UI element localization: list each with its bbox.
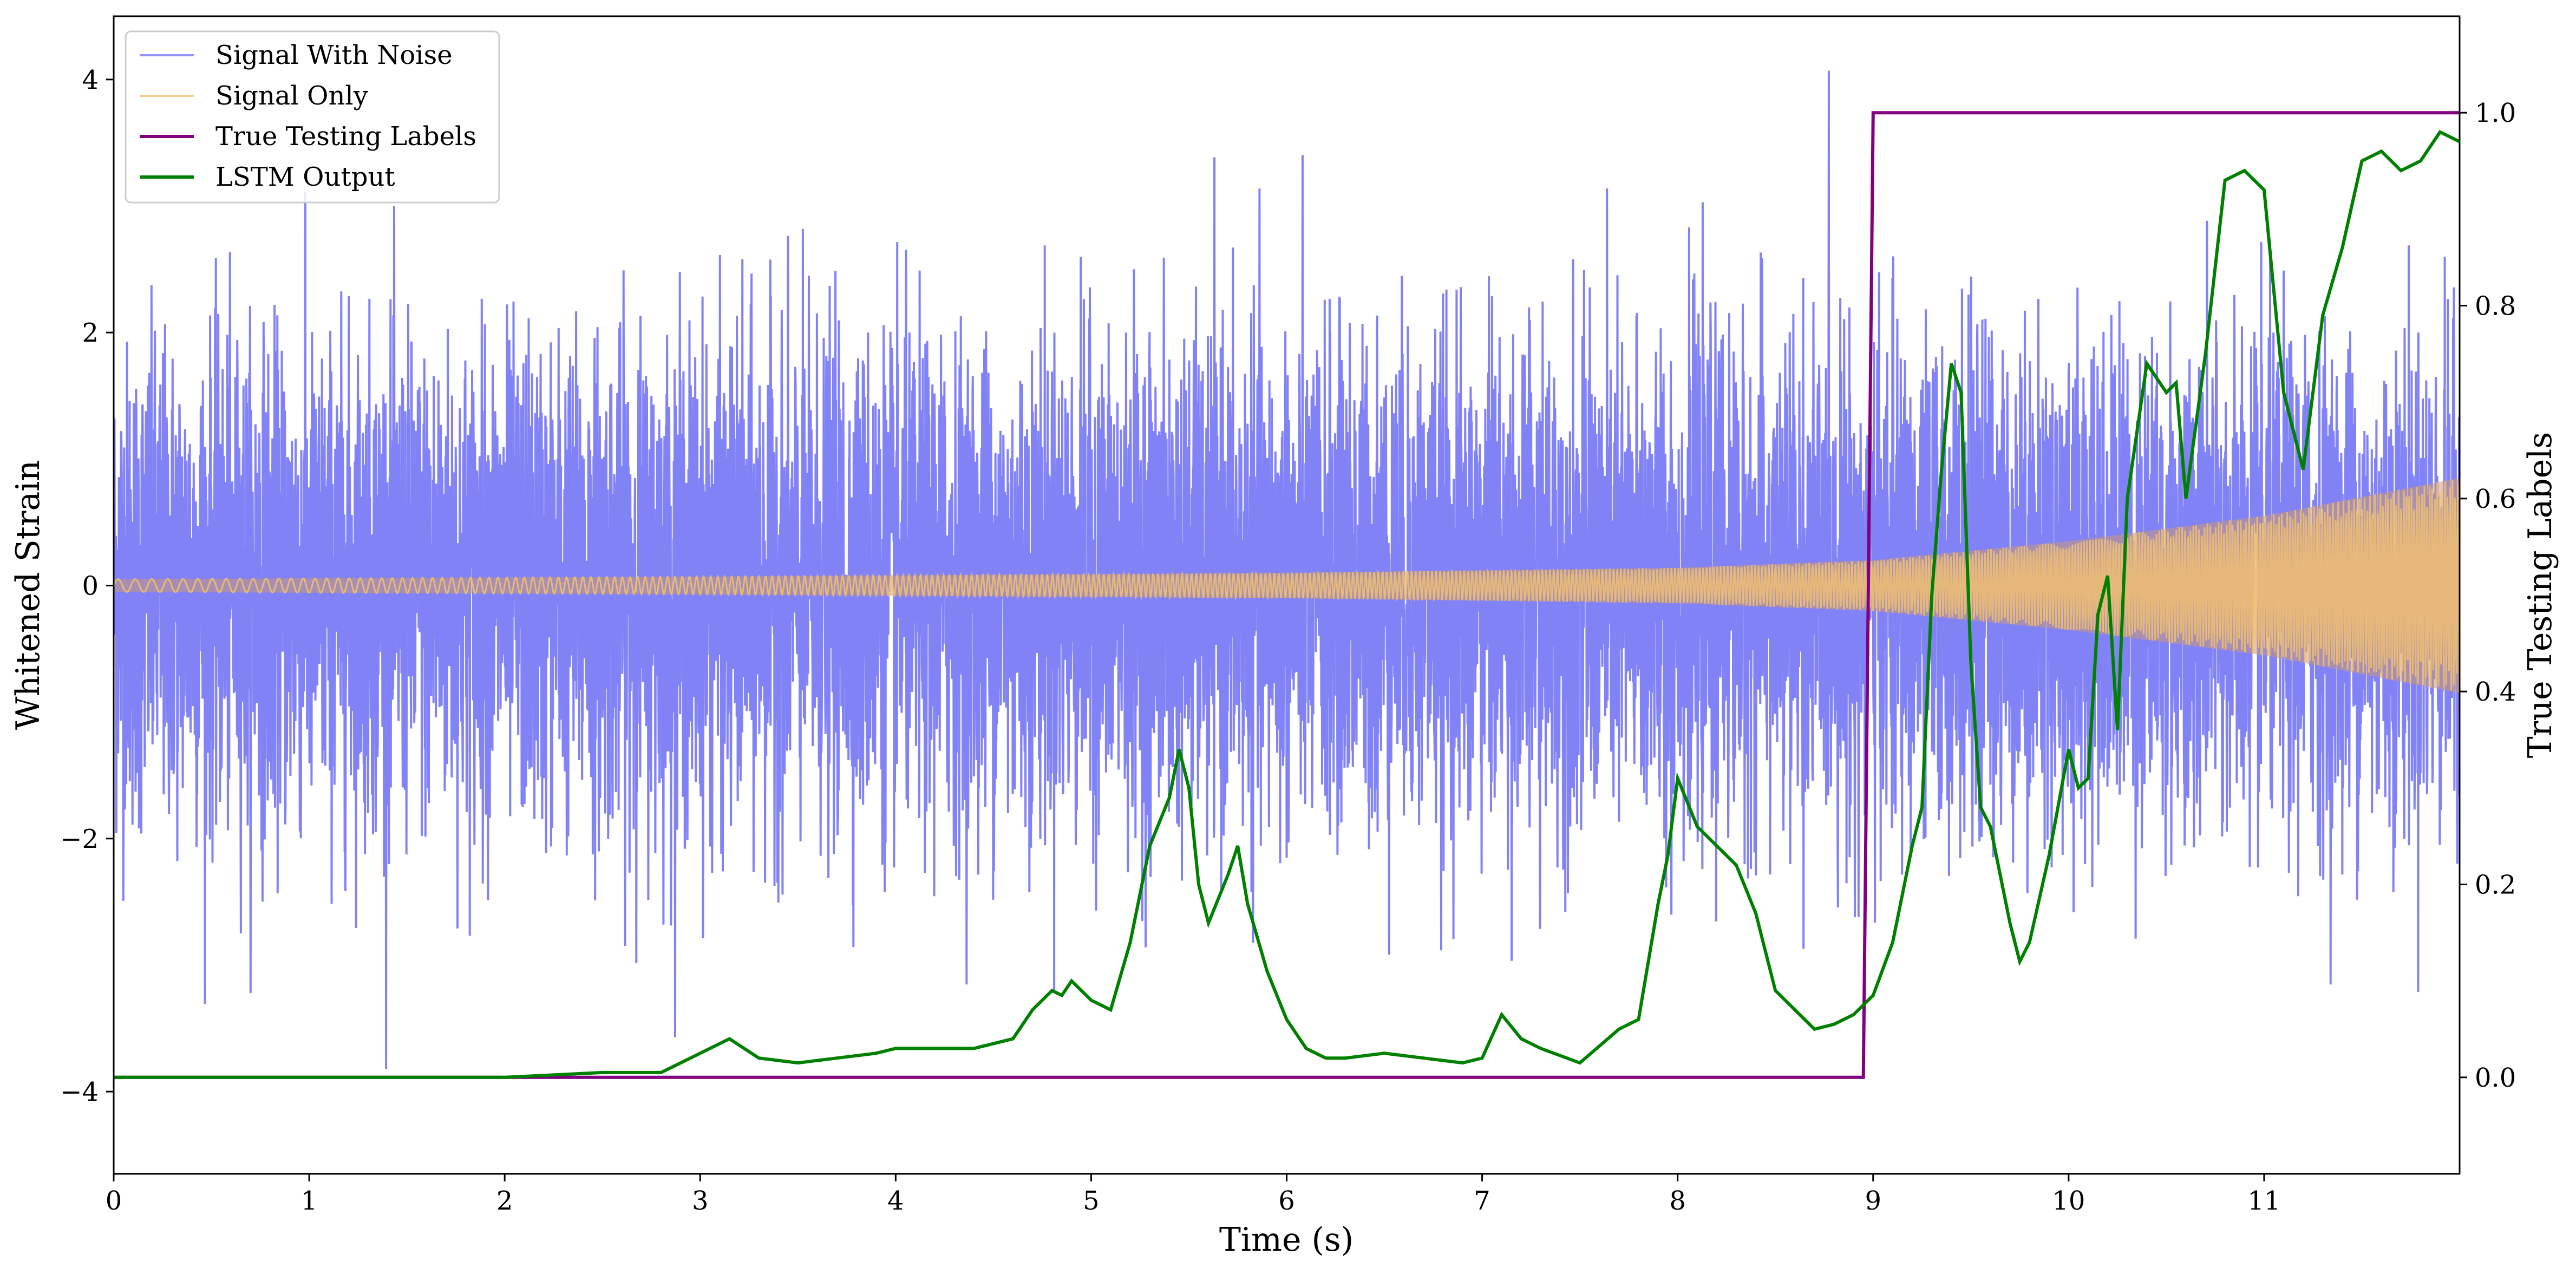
legend-label: LSTM Output [215, 162, 395, 192]
y2-tick-label: 0.2 [2475, 870, 2516, 900]
x-axis: 0 1 2 3 4 5 6 7 8 9 10 11 [106, 1174, 2280, 1216]
x-tick-label: 0 [106, 1186, 122, 1216]
series-line-signal-with-noise [114, 70, 2460, 1069]
y-tick-label: 0 [82, 571, 99, 601]
legend: Signal With Noise Signal Only True Testing… [125, 30, 500, 204]
y2-tick-label: 0.8 [2475, 291, 2516, 322]
y-axis-left: −4 −2 0 2 4 [60, 65, 114, 1107]
legend-label: Signal Only [215, 81, 368, 111]
legend-box [125, 30, 500, 204]
legend-label: Signal With Noise [215, 40, 453, 70]
x-axis-label: Time (s) [1219, 1221, 1354, 1259]
legend-label: True Testing Labels [215, 121, 476, 152]
y2-tick-label: 0.4 [2475, 677, 2516, 707]
x-tick-label: 4 [887, 1186, 904, 1216]
series-line-true-testing-labels [114, 111, 2460, 1079]
y-axis-label: Whitened Strain [9, 460, 47, 730]
y-tick-label: −2 [60, 824, 99, 854]
x-tick-label: 3 [692, 1186, 709, 1216]
y-tick-label: −4 [60, 1077, 99, 1107]
y-tick-label: 4 [82, 65, 99, 95]
y-axis-right: 0.0 0.2 0.4 0.6 0.8 1.0 [2460, 98, 2516, 1093]
y2-tick-label: 0.6 [2475, 484, 2516, 514]
series-line-signal-only [114, 480, 2460, 692]
y2-tick-label: 1.0 [2475, 98, 2516, 128]
x-tick-label: 7 [1474, 1186, 1490, 1216]
y2-tick-label: 0.0 [2475, 1063, 2516, 1093]
x-tick-label: 10 [2052, 1186, 2085, 1216]
x-tick-label: 5 [1083, 1186, 1100, 1216]
x-tick-label: 2 [496, 1186, 513, 1216]
y2-axis-label: True Testing Labels [2521, 432, 2559, 759]
plot-area [114, 70, 2460, 1079]
x-tick-label: 9 [1865, 1186, 1881, 1216]
x-tick-label: 6 [1278, 1186, 1295, 1216]
x-tick-label: 11 [2247, 1186, 2280, 1216]
series-line-lstm-output [114, 129, 2460, 1079]
x-tick-label: 1 [301, 1186, 318, 1216]
y-tick-label: 2 [82, 318, 99, 348]
x-tick-label: 8 [1669, 1186, 1686, 1216]
